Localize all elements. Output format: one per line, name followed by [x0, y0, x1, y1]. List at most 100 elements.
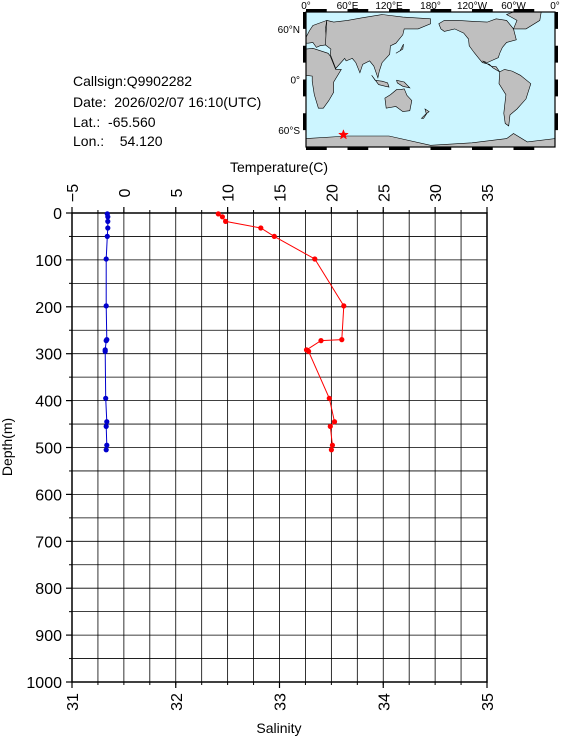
map-border-tick: [303, 79, 306, 97]
lon-label: Lon.:: [73, 133, 105, 149]
salinity-tick-label: 35: [480, 693, 497, 711]
map-land: [438, 18, 517, 74]
salinity-data-point: [105, 214, 111, 220]
depth-tick-label: 100: [35, 253, 62, 270]
map-land: [396, 79, 411, 89]
salinity-data-point: [103, 256, 109, 262]
temperature-data-point: [223, 218, 229, 224]
temperature-data-point: [327, 423, 333, 429]
map-border-tick: [303, 12, 306, 29]
salinity-tick-label: 32: [169, 693, 186, 711]
map-border-tick: [472, 147, 493, 150]
map-border-tick: [347, 147, 369, 150]
map-lon-label: 120°W: [457, 1, 488, 12]
map-land: [325, 14, 431, 79]
map-land: [371, 75, 390, 88]
lat-line: Lat.: -65.560: [73, 114, 156, 130]
temperature-axis-label: Temperature(C): [230, 159, 328, 175]
temperature-profile-line: [218, 213, 345, 450]
callsign-label: Callsign:: [73, 73, 127, 89]
map-land: [498, 69, 532, 127]
temperature-data-point: [271, 233, 277, 239]
temperature-data-point: [328, 447, 334, 453]
map-lon-label: 60°W: [501, 1, 526, 12]
map-border-tick: [555, 79, 558, 97]
salinity-data-point: [103, 447, 109, 453]
salinity-data-point: [102, 348, 108, 354]
map-border-tick: [389, 9, 410, 12]
map-border-tick: [303, 45, 306, 63]
depth-tick-label: 700: [35, 534, 62, 551]
map-border-tick: [472, 9, 493, 12]
map-lon-label: 180°: [420, 1, 441, 12]
map-border-tick: [555, 113, 558, 131]
map-lon-label: 0°: [301, 1, 311, 12]
salinity-data-point: [104, 442, 110, 448]
salinity-data-point: [103, 338, 109, 344]
salinity-tick-label: 34: [376, 693, 393, 711]
salinity-tick-label: 33: [273, 693, 290, 711]
date-value: 2026/02/07 16:10(UTC): [114, 94, 262, 110]
map-land: [395, 43, 404, 54]
temperature-data-point: [339, 337, 345, 343]
temperature-tick-label: 35: [480, 184, 497, 202]
salinity-data-point: [105, 218, 111, 224]
map-land: [384, 88, 413, 112]
temperature-data-point: [312, 256, 318, 262]
temperature-data-point: [258, 225, 264, 231]
map-border-tick: [555, 45, 558, 63]
map-border-tick: [430, 9, 452, 12]
map-border-tick: [513, 147, 535, 150]
lat-value: -65.560: [108, 114, 156, 130]
depth-tick-label: 1000: [26, 675, 62, 692]
map-lon-label: 120°E: [375, 1, 403, 12]
map-border-tick: [555, 12, 558, 29]
map-border-tick: [306, 9, 327, 12]
depth-tick-label: 900: [35, 628, 62, 645]
depth-tick-label: 800: [35, 581, 62, 598]
depth-tick-label: 0: [53, 206, 62, 223]
temperature-data-point: [318, 338, 324, 344]
map-land: [420, 108, 430, 119]
temperature-data-point: [341, 303, 347, 309]
salinity-axis-label: Salinity: [256, 720, 301, 736]
salinity-data-point: [103, 395, 109, 401]
station-marker: [338, 129, 349, 140]
salinity-tick-label: 31: [65, 693, 82, 711]
map-border-tick: [303, 113, 306, 131]
temperature-tick-label: 0: [117, 188, 134, 197]
map-border-tick: [389, 147, 410, 150]
temperature-tick-label: 15: [273, 184, 290, 202]
depth-tick-label: 600: [35, 487, 62, 504]
depth-tick-label: 300: [35, 347, 62, 364]
callsign-line: Callsign:Q9902282: [73, 73, 192, 89]
map-lat-label: 0°: [290, 76, 300, 87]
lon-value: 54.120: [119, 133, 163, 149]
temperature-tick-label: 5: [169, 188, 186, 197]
map-border-tick: [513, 9, 535, 12]
callsign-value: Q9902282: [126, 73, 193, 89]
map-land: [305, 47, 342, 109]
temperature-tick-label: −5: [65, 184, 82, 202]
temperature-data-point: [326, 395, 332, 401]
map-lon-label: 60°E: [337, 1, 359, 12]
depth-axis-label: Depth(m): [0, 418, 15, 476]
temperature-data-point: [331, 419, 338, 425]
salinity-data-point: [104, 233, 110, 239]
depth-tick-label: 500: [35, 441, 62, 458]
map-border-tick: [347, 9, 369, 12]
temperature-data-point: [329, 442, 335, 448]
temperature-data-point: [215, 211, 221, 217]
date-line: Date: 2026/02/07 16:10(UTC): [73, 94, 261, 110]
world-map: 0° 60°E 120°E 180° 120°W 60°W 0° 60°N 0° 60°S: [278, 1, 560, 150]
salinity-data-point: [103, 423, 109, 429]
map-lat-label: 60°S: [278, 126, 300, 137]
depth-tick-label: 400: [35, 394, 62, 411]
lat-label: Lat.:: [73, 114, 101, 130]
map-border-tick: [430, 147, 452, 150]
map-lat-label: 60°N: [278, 25, 300, 36]
temperature-data-point: [306, 348, 312, 354]
series: [102, 211, 347, 453]
